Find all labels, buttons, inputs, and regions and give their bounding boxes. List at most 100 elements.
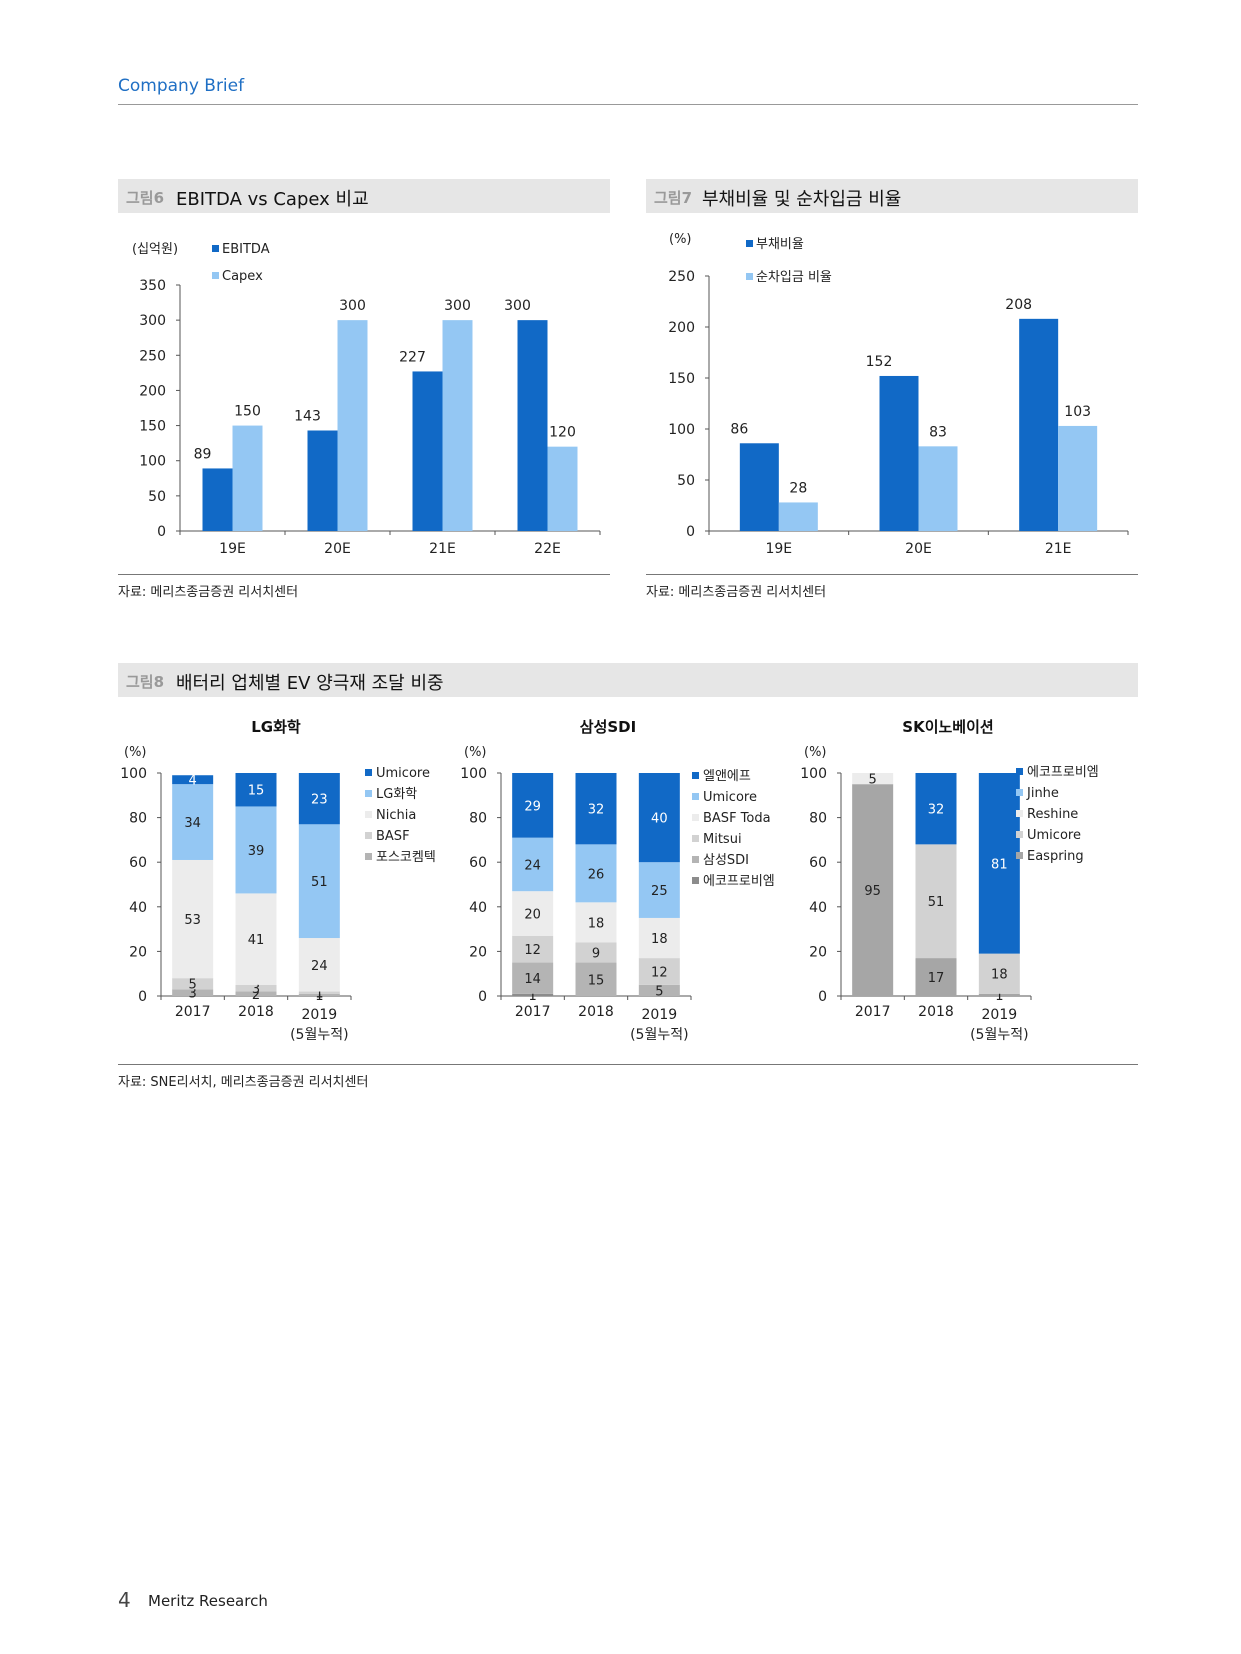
- stack-segment: [978, 773, 1020, 954]
- x-tick-label: 20E: [324, 541, 351, 557]
- legend-label: 부채비율: [756, 237, 804, 252]
- data-label: 227: [399, 349, 426, 365]
- segment-label: 51: [928, 895, 945, 910]
- stack-segment: [638, 958, 680, 985]
- fig7-source-rule: [646, 574, 1138, 575]
- segment-label: 24: [311, 959, 328, 974]
- bar-series1: [202, 468, 233, 531]
- x-tick-label: 2017: [175, 1004, 211, 1020]
- legend-label: BASF Toda: [703, 811, 771, 826]
- x-tick-label: 20E: [905, 541, 932, 557]
- fig7-title: 부채비율 및 순차입금 비율: [702, 189, 902, 210]
- data-label: 300: [444, 298, 471, 314]
- legend-swatch: [365, 853, 372, 860]
- legend-label: EBITDA: [222, 242, 270, 257]
- y-tick-label: 80: [129, 811, 147, 827]
- segment-label: 24: [524, 858, 541, 873]
- legend-label: Nichia: [376, 808, 416, 823]
- legend-label: Umicore: [376, 766, 430, 781]
- legend-swatch: [365, 832, 372, 839]
- legend-swatch: [746, 240, 753, 247]
- bar-series2: [918, 446, 958, 531]
- segment-label: 18: [651, 932, 668, 947]
- stack-segment: [638, 862, 680, 918]
- x-tick-label: 2018: [238, 1004, 274, 1020]
- y-tick-label: 100: [460, 766, 487, 782]
- stack-segment: [575, 773, 617, 845]
- header-rule: [118, 104, 1138, 105]
- stack-segment: [638, 773, 680, 863]
- segment-label: 26: [588, 867, 605, 882]
- chart-title: LG화학: [251, 718, 301, 736]
- fig6-chart: (십억원) 0 50 100 150 200 250 300 350 19E 89 150 20E 143…: [132, 242, 601, 557]
- y-tick-label: 200: [668, 320, 695, 336]
- bar-series2: [547, 446, 578, 531]
- bar-series2: [778, 502, 818, 531]
- stack-segment: [298, 938, 340, 992]
- fig6-title: EBITDA vs Capex 비교: [176, 189, 369, 210]
- y-tick-label: 50: [148, 489, 166, 505]
- x-tick-label: 2018: [578, 1004, 614, 1020]
- stack-segment: [172, 859, 214, 979]
- stack-segment: [575, 844, 617, 903]
- legend-swatch: [1016, 831, 1023, 838]
- legend-label: Mitsui: [703, 832, 742, 847]
- header-title: Company Brief: [118, 76, 245, 96]
- segment-label: 18: [991, 968, 1008, 983]
- segment-label: 53: [184, 913, 201, 928]
- segment-label: 15: [248, 784, 265, 799]
- data-label: 83: [929, 424, 947, 440]
- x-tick-label: 2019: [302, 1007, 338, 1023]
- legend-label: 삼성SDI: [703, 853, 749, 868]
- segment-label: 5: [655, 984, 663, 999]
- stack-segment: [172, 775, 214, 785]
- y-tick-label: 50: [677, 473, 695, 489]
- data-label: 103: [1064, 404, 1091, 420]
- fig8-source: 자료: SNE리서치, 메리츠종금증권 리서치센터: [118, 1075, 369, 1090]
- legend-label: Umicore: [1027, 828, 1081, 843]
- y-tick-label: 20: [129, 944, 147, 960]
- bar-series1: [307, 430, 338, 531]
- segment-label: 51: [311, 875, 328, 890]
- y-tick-label: 80: [809, 811, 827, 827]
- sk-chart: SK이노베이션 (%) 0 20 40 60 80 100 2017 95 5 2018 17 51 32 2…: [800, 718, 1099, 1043]
- y-tick-label: 40: [469, 900, 487, 916]
- chart-title: SK이노베이션: [902, 718, 993, 736]
- stack-segment: [512, 837, 554, 892]
- y-tick-label: 60: [129, 855, 147, 871]
- fig7-header: 그림7 부채비율 및 순차입금 비율: [646, 179, 1138, 213]
- data-label: 120: [549, 425, 576, 441]
- legend-label: 순차입금 비율: [756, 270, 832, 285]
- data-label: 300: [339, 298, 366, 314]
- data-label: 143: [294, 408, 321, 424]
- y-axis-unit: (%): [464, 745, 487, 760]
- x-tick-label: 19E: [765, 541, 792, 557]
- fig6-header: 그림6 EBITDA vs Capex 비교: [118, 179, 610, 213]
- stack-segment: [978, 953, 1020, 994]
- segment-label: 95: [864, 884, 881, 899]
- segment-label: 32: [928, 803, 945, 818]
- segment-label: 1: [315, 987, 323, 1002]
- legend-label: Umicore: [703, 790, 757, 805]
- stack-segment: [512, 891, 554, 936]
- segment-label: 12: [651, 965, 668, 980]
- legend-swatch: [692, 877, 699, 884]
- segment-label: 34: [184, 816, 201, 831]
- y-tick-label: 100: [668, 422, 695, 438]
- stack-segment: [978, 993, 1020, 996]
- stack-segment: [512, 993, 554, 996]
- stack-segment: [575, 902, 617, 943]
- fig8-source-rule: [118, 1064, 1138, 1065]
- y-tick-label: 60: [809, 855, 827, 871]
- y-axis-unit: (%): [804, 745, 827, 760]
- fig8-header: 그림8 배터리 업체별 EV 양극재 조달 비중: [118, 663, 1138, 697]
- stack-segment: [172, 784, 214, 860]
- segment-label: 40: [651, 812, 668, 827]
- y-axis-unit: (%): [124, 745, 147, 760]
- bar-series1: [879, 375, 919, 531]
- legend-label: Jinhe: [1026, 786, 1059, 801]
- y-tick-label: 200: [139, 383, 166, 399]
- legend-label: Capex: [222, 269, 263, 284]
- legend-label: LG화학: [376, 787, 417, 802]
- segment-label: 32: [588, 803, 605, 818]
